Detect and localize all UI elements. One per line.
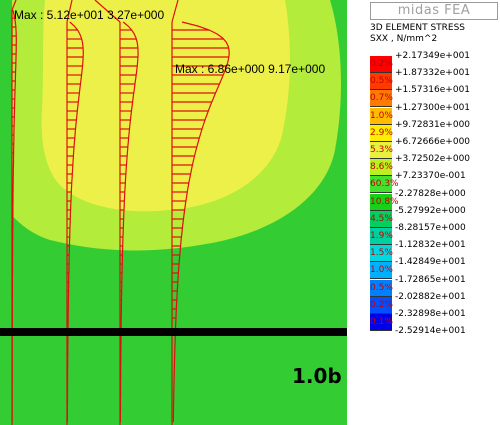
legend-band: 0.5% (370, 279, 393, 297)
legend-level: -2.27828e+000 (395, 188, 466, 199)
legend-band-percent: 5.3% (370, 145, 393, 155)
legend-level: -8.28157e+000 (395, 223, 466, 233)
max-label-left: Max : 5.12e+001 3.27e+000 (14, 8, 165, 22)
brand-logo: midas FEA (370, 2, 498, 20)
legend-level: +1.57316e+001 (395, 85, 471, 96)
diagram-top-tail (11, 0, 17, 11)
legend-band: 2.9% (370, 124, 393, 142)
legend-band-percent: 1.9% (370, 231, 393, 241)
legend-band: 60.3% (370, 176, 399, 194)
legend-band-percent: 8.6% (370, 162, 393, 173)
legend-level: -5.27992e+000 (395, 205, 466, 216)
diagram-top-tail (66, 0, 73, 23)
diagram-top-tail (171, 0, 179, 23)
legend-band: 0.5% (370, 73, 393, 91)
legend-band-percent: 0.5% (370, 282, 393, 293)
legend-band: 1.9% (370, 228, 393, 245)
contour-yellow-zone (41, 0, 290, 212)
legend-level: +9.72831e+000 (395, 119, 471, 130)
legend-band-percent: 60.3% (370, 179, 399, 190)
diagram-curve (66, 21, 84, 422)
legend-band: 0.2% (370, 56, 393, 73)
legend-band-percent: 0.5% (370, 76, 393, 87)
section-line (0, 328, 347, 336)
legend-title: 3D ELEMENT STRESS SXX , N/mm^2 (370, 23, 465, 45)
diagram-curve (119, 21, 139, 422)
legend-band: 1.0% (370, 107, 393, 125)
legend-level: +2.17349e+001 (395, 51, 471, 61)
legend-title-line1: 3D ELEMENT STRESS (370, 23, 466, 33)
legend-band: 1.0% (370, 262, 393, 280)
max-label-right: Max : 6.86e+000 9.17e+000 (175, 62, 326, 76)
legend-band: 0.1% (370, 314, 393, 331)
legend-level: -1.42849e+001 (395, 257, 466, 268)
legend-band: 0.7% (370, 90, 393, 108)
legend-band-percent: 1.5% (370, 248, 393, 259)
legend-level: +3.72502e+000 (395, 154, 471, 165)
legend-band: 5.3% (370, 142, 393, 159)
legend-band-percent: 0.1% (370, 317, 393, 327)
diagram-top-tail (94, 0, 121, 23)
legend-band-percent: 4.5% (370, 213, 393, 224)
diagram-curve (172, 21, 230, 423)
legend-band: 4.5% (370, 210, 393, 228)
legend-band-percent: 0.7% (370, 93, 393, 104)
legend-band-percent: 0.2% (370, 299, 393, 310)
section-label: 1.0b (292, 364, 342, 388)
legend-level: +1.87332e+001 (395, 68, 471, 79)
legend-band: 8.6% (370, 159, 393, 177)
legend-level: +6.72666e+000 (395, 137, 471, 147)
stress-diagrams (11, 0, 230, 425)
legend-level: +1.27300e+001 (395, 102, 471, 113)
legend-level: -2.32898e+001 (395, 309, 466, 319)
legend-band-percent: 0.2% (370, 59, 393, 69)
legend-band-percent: 1.0% (370, 110, 393, 121)
legend-band-percent: 10.8% (370, 196, 399, 207)
legend-band-percent: 2.9% (370, 127, 393, 138)
legend-level: +7.23370e-001 (395, 171, 466, 182)
legend-band: 0.2% (370, 296, 393, 314)
legend-level: -2.02882e+001 (395, 291, 466, 302)
legend-level: -1.12832e+001 (395, 240, 466, 251)
contour-field (0, 0, 347, 425)
legend-band: 1.5% (370, 245, 393, 263)
legend-level: -1.72865e+001 (395, 274, 466, 285)
contour-left-strip (0, 0, 12, 425)
legend-title-unit: SXX , N/mm^2 (370, 34, 438, 44)
legend-level: -2.52914e+001 (395, 326, 466, 337)
legend-band-percent: 1.0% (370, 265, 393, 276)
legend-band: 10.8% (370, 193, 399, 211)
diagram-curve (11, 9, 17, 422)
